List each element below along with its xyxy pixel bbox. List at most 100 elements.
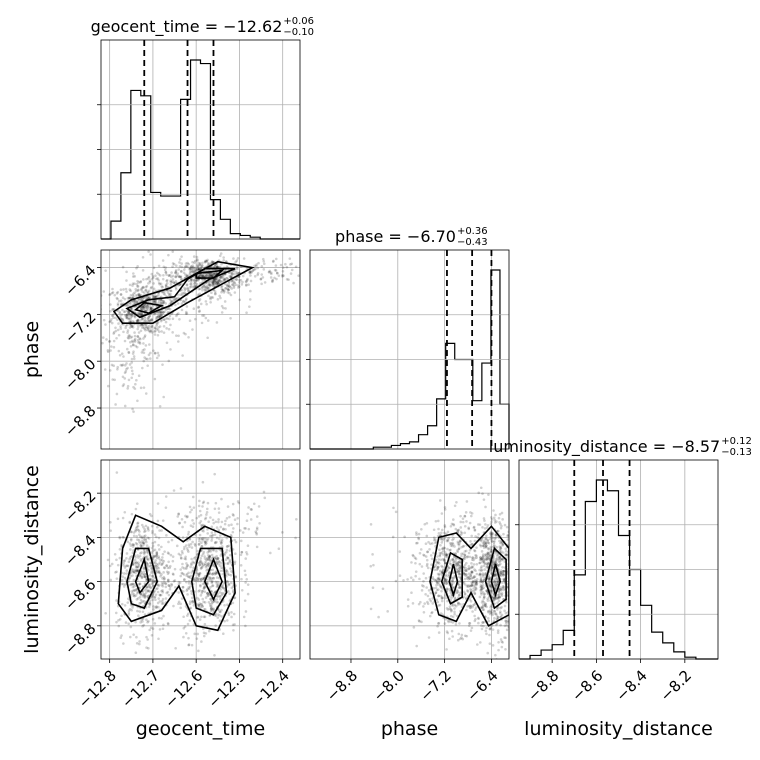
sample-point [116,303,120,307]
sample-point [428,548,431,551]
sample-point [210,539,213,542]
sample-point [201,261,204,265]
sample-point [292,281,295,285]
sample-point [167,245,170,248]
sample-point [504,619,508,623]
sample-point [142,342,145,345]
sample-point [155,553,159,557]
sample-point [159,301,163,305]
sample-point [141,286,144,290]
sample-point [145,635,148,639]
sample-point [230,270,233,274]
sample-point [495,576,499,580]
sample-point [201,501,205,505]
sample-point [135,598,139,601]
sample-point [162,300,166,303]
sample-point [212,577,216,580]
sample-point [182,626,186,630]
sample-point [157,557,161,560]
panel-background [519,460,718,659]
sample-point [179,487,183,490]
sample-point [215,554,218,558]
sample-point [203,601,207,604]
sample-point [466,555,470,558]
sample-point [130,314,134,318]
sample-point [143,594,147,598]
sample-point [106,384,110,388]
sample-point [181,572,184,575]
sample-point [123,604,127,607]
sample-point [215,265,219,268]
sample-point [143,305,147,308]
sample-point [153,540,157,544]
sample-point [219,280,223,283]
sample-point [186,515,189,518]
x-tick-label: −8.4 [612,667,650,705]
sample-point [267,270,271,274]
sample-point [499,623,502,627]
sample-point [180,255,183,258]
sample-point [453,596,457,599]
sample-point [432,536,436,540]
sample-point [270,272,273,276]
sample-point [125,569,129,572]
sample-point [187,586,190,589]
sample-point [248,305,251,308]
sample-point [209,604,212,608]
sample-point [252,268,255,272]
sample-point [287,278,290,281]
sample-point [463,550,467,553]
sample-point [151,598,154,602]
sample-point [148,584,151,587]
sample-point [281,273,284,277]
sample-point [185,305,189,308]
sample-point [162,301,166,304]
sample-point [261,257,265,261]
sample-point [155,327,158,331]
sample-point [199,513,203,517]
sample-point [213,282,216,286]
sample-point [143,595,147,598]
sample-point [119,636,123,639]
sample-point [171,572,175,576]
sample-point [478,580,482,584]
sample-point [465,520,468,523]
sample-point [148,628,152,632]
sample-point [114,329,118,333]
sample-point [456,638,460,642]
sample-point [207,286,211,290]
sample-point [164,320,168,324]
sample-point [144,538,148,542]
sample-point [131,545,135,548]
sample-point [218,294,221,298]
sample-point [231,530,235,534]
sample-point [205,274,208,278]
sample-point [136,285,140,288]
sample-point [490,517,494,521]
sample-point [446,538,450,542]
sample-point [124,370,128,373]
sample-point [195,283,199,286]
sample-point [130,314,134,318]
sample-point [464,566,468,570]
x-tick-label: −12.5 [204,667,249,712]
sample-point [440,599,444,603]
sample-point [161,589,164,592]
sample-point [132,543,136,547]
sample-point [212,591,216,595]
sample-point [472,590,475,593]
sample-point [114,316,117,320]
sample-point [419,548,423,551]
sample-point [147,275,151,279]
sample-point [233,538,236,542]
sample-point [439,558,443,562]
sample-point [125,313,129,317]
sample-point [149,305,153,309]
sample-point [126,316,129,320]
sample-point [203,555,206,558]
histogram-geocent_time [101,59,300,240]
sample-point [137,564,141,567]
sample-point [162,581,166,584]
sample-point [467,567,470,571]
sample-point [263,281,267,284]
